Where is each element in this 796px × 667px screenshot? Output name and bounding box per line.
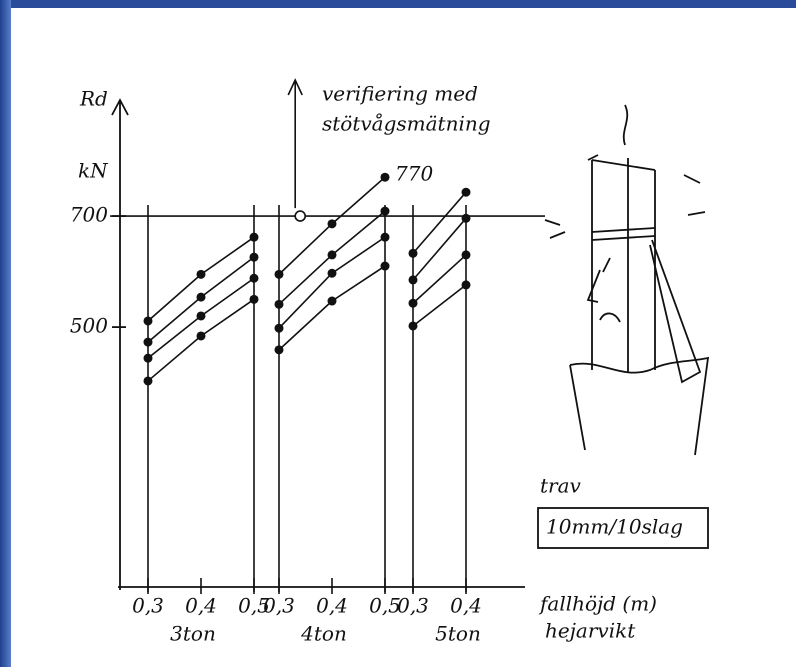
left-frame [0, 0, 11, 667]
verification-label: verifiering med [322, 82, 478, 106]
data-point [249, 273, 259, 283]
data-point [274, 299, 284, 309]
data-point [274, 269, 284, 279]
x-tick-label: 0,3 [132, 594, 164, 618]
x-label: fallhöjd (m) [538, 592, 657, 616]
panel-label: hejarvikt [545, 619, 636, 643]
y-label: Rd [79, 87, 108, 111]
panel-name: 5ton [435, 622, 481, 646]
box-title: trav [540, 474, 582, 498]
series-line [412, 284, 467, 327]
data-point [249, 232, 259, 242]
panel-name: 3ton [170, 622, 216, 646]
data-point [143, 376, 153, 386]
data-point [274, 345, 284, 355]
series-line [412, 254, 467, 304]
data-point [249, 252, 259, 262]
data-point [380, 232, 390, 242]
verification-arrow [287, 78, 303, 209]
data-point [196, 331, 206, 341]
data-point [196, 311, 206, 321]
data-point [461, 213, 471, 223]
pile-illustration [544, 104, 710, 456]
y-tick-label: 700 [70, 203, 108, 227]
verification-label: stötvågsmätning [322, 112, 491, 136]
data-point [327, 268, 337, 278]
box-text: 10mm/10slag [546, 515, 683, 539]
data-point [461, 250, 471, 260]
data-point [408, 298, 418, 308]
x-tick-label: 0,3 [263, 594, 295, 618]
data-point [408, 248, 418, 258]
data-point [380, 261, 390, 271]
data-point [327, 250, 337, 260]
y-unit: kN [78, 159, 109, 183]
data-point [143, 353, 153, 363]
data-point [327, 219, 337, 229]
data-point [380, 206, 390, 216]
x-tick-label: 0,4 [185, 594, 217, 618]
data-point [408, 321, 418, 331]
x-tick-label: 0,4 [450, 594, 482, 618]
data-point [461, 187, 471, 197]
series-line [278, 265, 386, 351]
data-point [143, 316, 153, 326]
series-line [412, 191, 467, 254]
x-tick-label: 0,4 [316, 594, 348, 618]
axes [111, 98, 525, 590]
series-line [147, 236, 255, 322]
verification-point [294, 210, 307, 222]
x-tick-label: 0,5 [238, 594, 270, 618]
y-tick-label: 500 [70, 314, 108, 338]
data-point [196, 292, 206, 302]
data-point [380, 172, 390, 182]
data-point [249, 294, 259, 304]
data-point [327, 296, 337, 306]
panel-name: 4ton [300, 622, 347, 646]
value-label: 770 [395, 162, 433, 186]
data-point [143, 337, 153, 347]
series-line [412, 217, 467, 281]
x-tick-label: 0,5 [369, 594, 401, 618]
data-point [408, 275, 418, 285]
legend-box [537, 507, 709, 549]
data-point [274, 323, 284, 333]
x-tick-label: 0,3 [397, 594, 429, 618]
data-point [461, 280, 471, 290]
data-point [196, 269, 206, 279]
top-frame [0, 0, 796, 8]
